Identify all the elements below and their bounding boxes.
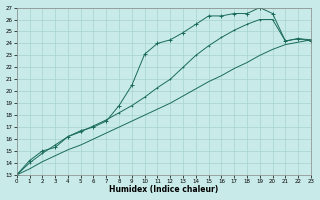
- X-axis label: Humidex (Indice chaleur): Humidex (Indice chaleur): [109, 185, 219, 194]
